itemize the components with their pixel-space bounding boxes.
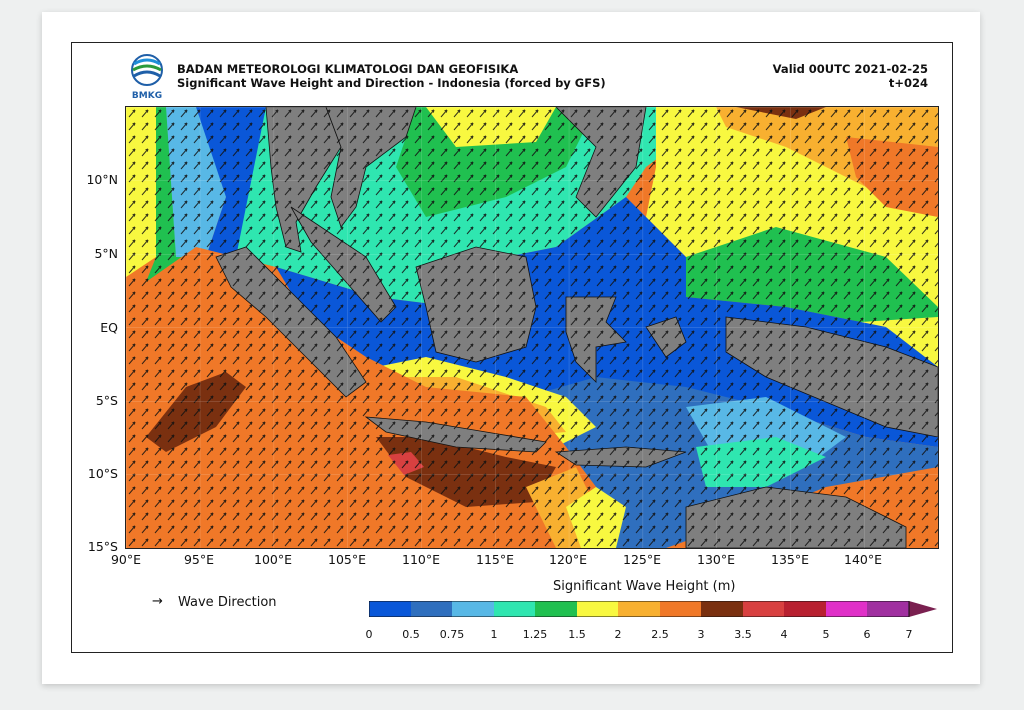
- valid-time: Valid 00UTC 2021-02-25: [772, 62, 928, 76]
- lat-label-15s: 15°S: [87, 539, 118, 554]
- colorbar-bin-3: [494, 601, 535, 617]
- colorbar-bin-8: [701, 601, 743, 617]
- colorbar-bin-2: [452, 601, 494, 617]
- colorbar-tick: 1.25: [522, 628, 548, 641]
- lat-label-5s: 5°S: [95, 393, 118, 408]
- colorbar-tick: 4: [780, 628, 788, 641]
- lat-label-eq: EQ: [100, 320, 118, 335]
- colorbar-bin-5: [577, 601, 618, 617]
- lon-label-115e: 115°E: [475, 552, 515, 567]
- lon-label-125e: 125°E: [622, 552, 662, 567]
- colorbar-tick: 6: [863, 628, 871, 641]
- colorbar-tick: 1: [490, 628, 498, 641]
- colorbar-bin-7: [660, 601, 701, 617]
- colorbar-tick: 2: [614, 628, 622, 641]
- colorbar-bin-12: [867, 601, 909, 617]
- product-title: Significant Wave Height and Direction - …: [177, 76, 606, 90]
- colorbar-tick: 1.5: [568, 628, 586, 641]
- agency-title: BADAN METEOROLOGI KLIMATOLOGI DAN GEOFIS…: [177, 62, 519, 76]
- lon-label-135e: 135°E: [770, 552, 810, 567]
- lon-label-110e: 110°E: [401, 552, 441, 567]
- lon-label-95e: 95°E: [183, 552, 215, 567]
- lon-label-90e: 90°E: [110, 552, 142, 567]
- colorbar: [369, 601, 937, 617]
- lon-label-105e: 105°E: [327, 552, 367, 567]
- lon-label-130e: 130°E: [696, 552, 736, 567]
- lon-label-120e: 120°E: [548, 552, 588, 567]
- colorbar-bin-11: [826, 601, 867, 617]
- colorbar-tick: 0.5: [402, 628, 420, 641]
- lat-label-10s: 10°S: [87, 466, 118, 481]
- colorbar-tick: 0.75: [439, 628, 465, 641]
- colorbar-tick: 5: [822, 628, 830, 641]
- lon-label-100e: 100°E: [253, 552, 293, 567]
- colorbar-title: Significant Wave Height (m): [553, 579, 736, 594]
- colorbar-extend-arrow: [909, 601, 937, 617]
- colorbar-tick: 7: [905, 628, 913, 641]
- colorbar-bin-6: [618, 601, 660, 617]
- colorbar-tick: 2.5: [651, 628, 669, 641]
- bmkg-logo: BMKG: [131, 54, 163, 101]
- colorbar-tick: 3.5: [734, 628, 752, 641]
- colorbar-bin-4: [535, 601, 577, 617]
- colorbar-bin-10: [784, 601, 826, 617]
- colorbar-bin-9: [743, 601, 784, 617]
- lon-label-140e: 140°E: [843, 552, 883, 567]
- lat-label-5n: 5°N: [94, 246, 118, 261]
- colorbar-tick: 0: [365, 628, 373, 641]
- colorbar-bin-1: [411, 601, 452, 617]
- wave-direction-arrow-icon: →: [152, 594, 163, 609]
- lat-label-10n: 10°N: [86, 172, 118, 187]
- wave-height-map: [125, 106, 939, 549]
- svg-text:BMKG: BMKG: [132, 91, 162, 101]
- colorbar-tick: 3: [697, 628, 705, 641]
- graticule: [126, 107, 938, 548]
- colorbar-bin-0: [369, 601, 411, 617]
- wave-direction-label: Wave Direction: [178, 595, 277, 610]
- forecast-lead: t+024: [888, 76, 928, 90]
